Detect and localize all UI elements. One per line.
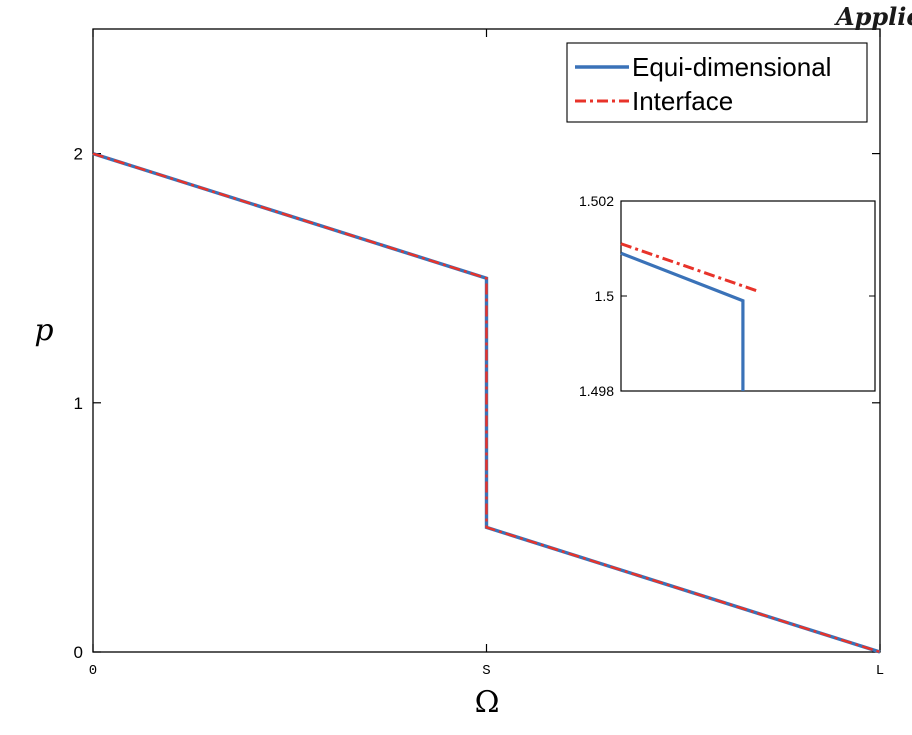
header-fragment-wrapper: Applie: [832, 0, 912, 32]
inset-y-tick-label: 1.502: [579, 193, 614, 209]
y-tick-label: 2: [74, 145, 83, 164]
x-tick-label: L: [876, 663, 884, 679]
x-tick-label: 0: [89, 663, 97, 679]
inset-y-tick-label: 1.5: [595, 288, 615, 304]
legend: Equi-dimensional Interface: [566, 42, 868, 123]
inset-series-line-equi-dimensional: [620, 251, 745, 391]
legend-label: Interface: [632, 86, 733, 116]
series-line-interface: [92, 152, 881, 654]
y-axis-label: p: [34, 313, 53, 348]
inset-zoom: 1.498 1.5 1.502: [579, 193, 876, 399]
inset-series-line-interface: [620, 242, 759, 293]
legend-box: [566, 42, 868, 123]
journal-header-fragment: Applie: [836, 2, 912, 31]
legend-label: Equi-dimensional: [632, 52, 831, 82]
x-axis-label: Ω: [475, 685, 500, 720]
y-tick-label: 0: [74, 643, 83, 662]
inset-y-tick-label: 1.498: [579, 383, 614, 399]
main-axes: 0 S L 0 1 2: [74, 28, 884, 679]
x-tick-label: S: [482, 663, 490, 679]
y-tick-label: 1: [74, 394, 83, 413]
main-series: [92, 151, 881, 654]
inset-frame: [620, 200, 876, 392]
